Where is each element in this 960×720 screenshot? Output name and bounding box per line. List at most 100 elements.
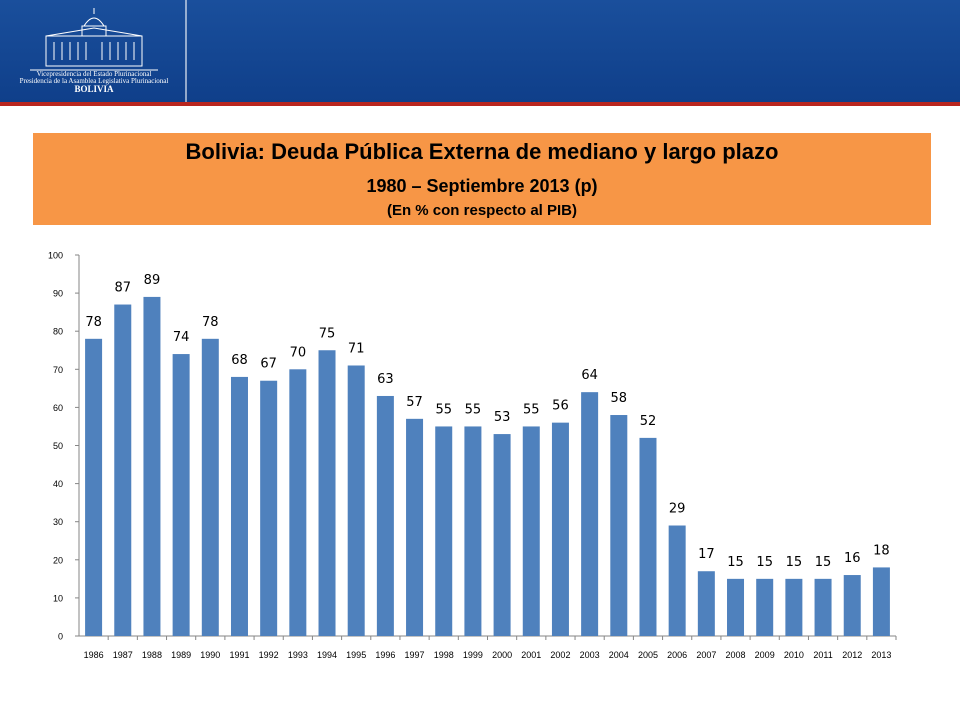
y-tick-label: 100	[48, 251, 63, 261]
bar	[610, 415, 628, 636]
data-label: 75	[319, 326, 336, 341]
x-tick-label: 2001	[521, 650, 541, 660]
bar	[872, 567, 890, 636]
logo-country: BOLIVIA	[74, 84, 114, 94]
x-tick-label: 1992	[259, 650, 279, 660]
chart-unit: (En % con respecto al PIB)	[386, 202, 578, 219]
bar	[493, 434, 511, 636]
x-tick-label: 1991	[229, 650, 249, 660]
x-tick-label: 1990	[200, 650, 220, 660]
bar	[668, 525, 686, 636]
x-tick-label: 1996	[375, 650, 395, 660]
data-label: 55	[435, 402, 452, 417]
y-tick-label: 20	[53, 555, 63, 565]
data-label: 15	[786, 555, 803, 570]
y-tick-label: 50	[53, 441, 63, 451]
x-tick-label: 1986	[84, 650, 104, 660]
logo-line-vicepresidencia: Vicepresidencia del Estado Plurinacional	[36, 70, 152, 78]
bar	[639, 437, 657, 636]
bar	[727, 578, 745, 636]
x-tick-label: 2011	[813, 650, 832, 660]
bar	[464, 426, 482, 636]
chart-title: Bolivia: Deuda Pública Externa de median…	[185, 139, 779, 164]
y-tick-label: 70	[53, 365, 63, 375]
bar	[843, 575, 861, 636]
y-tick-label: 60	[53, 403, 63, 413]
x-tick-label: 1988	[142, 650, 162, 660]
x-tick-label: 2008	[726, 650, 746, 660]
bar	[230, 376, 248, 636]
institution-logo: Vicepresidencia del Estado Plurinacional…	[10, 4, 178, 100]
x-tick-label: 2004	[609, 650, 629, 660]
data-label: 55	[523, 402, 540, 417]
data-label: 56	[552, 399, 569, 414]
chart-subtitle: 1980 – Septiembre 2013 (p)	[366, 176, 598, 196]
y-tick-label: 30	[53, 517, 63, 527]
data-label: 78	[85, 315, 102, 330]
data-label: 58	[611, 391, 628, 406]
data-label: 87	[114, 281, 131, 296]
header-divider	[185, 0, 187, 102]
bar	[697, 571, 715, 636]
title-banner: Bolivia: Deuda Pública Externa de median…	[33, 133, 931, 225]
bar	[260, 380, 278, 636]
bar	[172, 354, 190, 636]
header-bar: Vicepresidencia del Estado Plurinacional…	[0, 0, 960, 106]
bar	[435, 426, 453, 636]
x-tick-label: 1993	[288, 650, 308, 660]
x-tick-label: 2003	[580, 650, 600, 660]
data-label: 55	[465, 402, 482, 417]
data-label: 63	[377, 372, 394, 387]
data-label: 71	[348, 341, 365, 356]
bar	[114, 304, 132, 636]
data-label: 16	[844, 551, 861, 566]
y-tick-label: 0	[58, 632, 63, 642]
bar	[522, 426, 540, 636]
bar	[406, 418, 424, 636]
bar-chart: 0 10 20 30 40 50 60 70 80 90 100 78 1986 87 1987 89 1988…	[48, 251, 897, 660]
bar	[785, 578, 803, 636]
x-tick-label: 1995	[346, 650, 366, 660]
data-label: 57	[406, 395, 423, 410]
y-tick-label: 10	[53, 593, 63, 603]
data-label: 70	[290, 345, 307, 360]
x-tick-label: 1989	[171, 650, 191, 660]
bar	[289, 369, 307, 636]
bar	[318, 350, 336, 636]
bar	[551, 422, 569, 636]
data-label: 89	[144, 273, 161, 288]
data-label: 52	[640, 414, 657, 429]
bar	[376, 395, 394, 636]
bar	[756, 578, 774, 636]
data-label: 18	[873, 543, 890, 558]
data-label: 15	[727, 555, 744, 570]
x-tick-label: 2006	[667, 650, 687, 660]
bar	[581, 392, 599, 636]
data-label: 67	[260, 357, 277, 372]
x-tick-label: 2005	[638, 650, 658, 660]
x-tick-label: 2002	[550, 650, 570, 660]
data-label: 29	[669, 502, 686, 517]
building-emblem-icon	[30, 8, 158, 71]
bar	[85, 338, 103, 636]
x-tick-label: 1987	[113, 650, 133, 660]
bar	[201, 338, 219, 636]
x-tick-label: 2000	[492, 650, 512, 660]
data-label: 78	[202, 315, 219, 330]
data-label: 74	[173, 330, 190, 345]
bar	[347, 365, 365, 636]
data-label: 64	[581, 368, 598, 383]
x-tick-label: 2012	[842, 650, 862, 660]
x-tick-label: 1998	[434, 650, 454, 660]
y-tick-label: 40	[53, 479, 63, 489]
data-label: 68	[231, 353, 248, 368]
y-tick-label: 90	[53, 289, 63, 299]
logo-line-asamblea: Presidencia de la Asamblea Legislativa P…	[19, 77, 169, 85]
x-tick-label: 2007	[696, 650, 716, 660]
x-tick-label: 2013	[871, 650, 891, 660]
data-label: 15	[815, 555, 832, 570]
data-label: 17	[698, 547, 715, 562]
bar	[143, 296, 161, 636]
y-tick-label: 80	[53, 327, 63, 337]
x-tick-label: 2010	[784, 650, 804, 660]
